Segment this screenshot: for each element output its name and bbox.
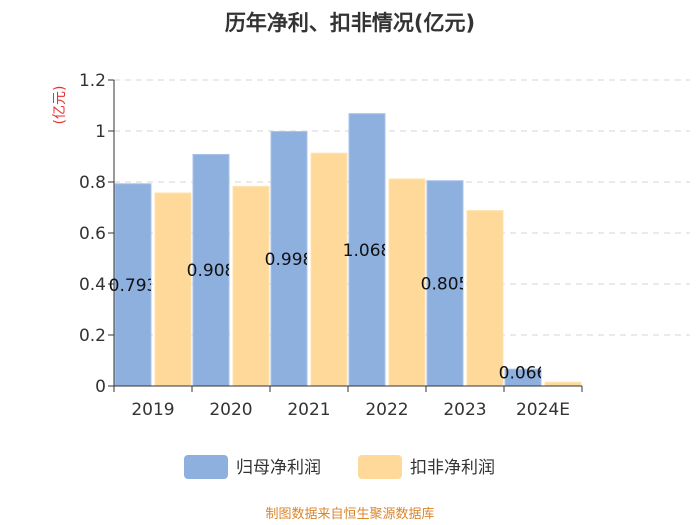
legend-swatch	[358, 455, 402, 479]
bar-deducted-net-profit	[232, 185, 270, 387]
data-label: 0.805	[421, 274, 470, 294]
axes: 0 0.2 0.4 0.6 0.8 1 1.2 2019 2020 2021 2022 2023 202…	[79, 71, 583, 420]
x-tick-label: 2024E	[516, 400, 570, 420]
bar-deducted-net-profit	[544, 381, 582, 387]
data-label: 1.068	[343, 241, 392, 261]
bar-deducted-net-profit	[388, 178, 426, 387]
data-label: 0.998	[265, 250, 314, 270]
data-label: 0.908	[187, 261, 236, 281]
bar-net-profit	[192, 153, 230, 387]
y-tick-label: 0.8	[79, 173, 106, 193]
bar-deducted-net-profit	[154, 192, 192, 387]
y-tick-label: 0.4	[79, 275, 106, 295]
x-tick-label: 2022	[365, 400, 408, 420]
y-tick-label: 1	[95, 122, 106, 142]
x-tick-label: 2020	[209, 400, 252, 420]
bar-deducted-net-profit	[466, 210, 504, 387]
chart-title: 历年净利、扣非情况(亿元)	[225, 11, 475, 35]
legend-swatch	[184, 455, 228, 479]
x-tick-label: 2021	[287, 400, 330, 420]
data-label: 0.793	[109, 276, 158, 296]
source-note: 制图数据来自恒生聚源数据库	[265, 506, 434, 522]
data-label: 0.066	[499, 363, 548, 383]
bar-net-profit	[114, 183, 152, 387]
bar-net-profit	[426, 180, 464, 387]
x-tick-label: 2019	[131, 400, 174, 420]
x-tick-label: 2023	[443, 400, 486, 420]
y-tick-label: 0.2	[79, 326, 106, 346]
legend-item: 扣非净利润	[358, 455, 495, 479]
legend-label: 扣非净利润	[410, 458, 495, 478]
bars	[114, 113, 582, 387]
legend-item: 归母净利润	[184, 455, 321, 479]
data-labels: 0.793 0.908 0.998 1.068 0.805 0.066	[109, 241, 548, 384]
legend: 归母净利润 扣非净利润	[184, 455, 495, 479]
y-axis-unit-label: (亿元)	[52, 86, 68, 125]
legend-label: 归母净利润	[236, 458, 321, 478]
y-tick-label: 0.6	[79, 224, 106, 244]
bar-deducted-net-profit	[310, 152, 348, 387]
y-tick-label: 1.2	[79, 71, 106, 91]
bar-net-profit	[270, 131, 308, 387]
y-tick-label: 0	[95, 377, 106, 397]
bar-net-profit	[348, 113, 386, 387]
